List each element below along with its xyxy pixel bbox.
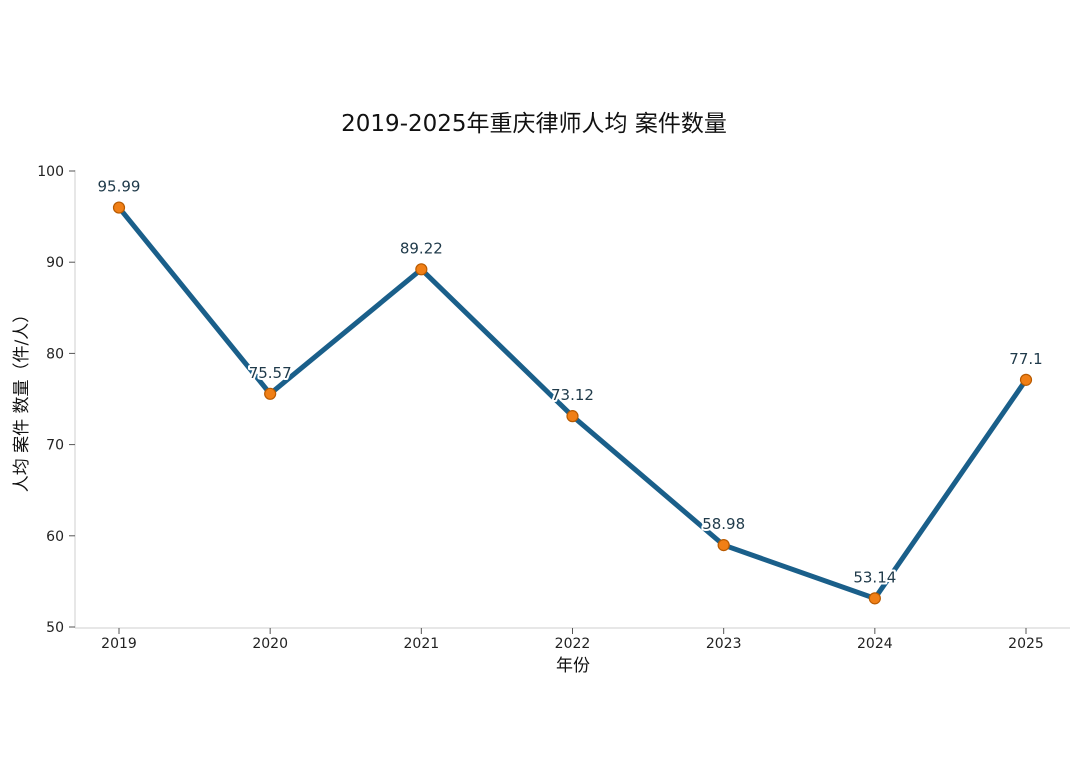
y-tick-label: 70 (46, 438, 64, 454)
data-point-marker (112, 201, 126, 214)
x-tick-group: 2019 2020 2021 2022 2023 2024 2025 (101, 628, 1044, 652)
x-tick-label: 2022 (555, 636, 591, 652)
data-label: 89.22 (400, 239, 443, 257)
y-tick-group: 50 60 70 80 90 100 (37, 164, 75, 636)
y-tick-label: 90 (46, 255, 64, 271)
data-point-marker (264, 387, 277, 400)
y-tick-label: 50 (46, 620, 64, 636)
marker-group (112, 201, 1033, 605)
data-point-marker (415, 263, 428, 276)
y-tick-label: 100 (37, 164, 64, 180)
data-label: 75.57 (249, 364, 292, 382)
x-tick-label: 2019 (101, 636, 137, 652)
data-point-marker (566, 410, 579, 423)
y-tick-label: 60 (46, 529, 64, 545)
x-tick-label: 2025 (1008, 636, 1044, 652)
chart-title: 2019-2025年重庆律师人均 案件数量 (341, 111, 727, 137)
data-label: 77.1 (1009, 350, 1042, 368)
x-tick-label: 2023 (706, 636, 742, 652)
data-label: 53.14 (853, 568, 896, 586)
x-axis-label: 年份 (556, 656, 590, 676)
y-axis-label: 人均 案件 数量（件/人） (12, 306, 32, 493)
x-tick-label: 2024 (857, 636, 893, 652)
data-point-marker (717, 539, 730, 552)
x-tick-label: 2021 (404, 636, 440, 652)
data-point-marker (868, 592, 881, 605)
y-tick-label: 80 (46, 346, 64, 362)
x-tick-label: 2020 (252, 636, 288, 652)
data-label: 73.12 (551, 386, 594, 404)
data-label-group: 95.99 75.57 89.22 73.12 58.98 53.14 77.1 (96, 176, 1045, 589)
data-label: 58.98 (702, 515, 745, 533)
data-label: 95.99 (98, 178, 141, 196)
data-point-marker (1019, 373, 1033, 386)
